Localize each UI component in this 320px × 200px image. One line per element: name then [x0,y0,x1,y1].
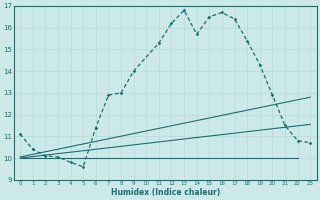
X-axis label: Humidex (Indice chaleur): Humidex (Indice chaleur) [111,188,220,197]
